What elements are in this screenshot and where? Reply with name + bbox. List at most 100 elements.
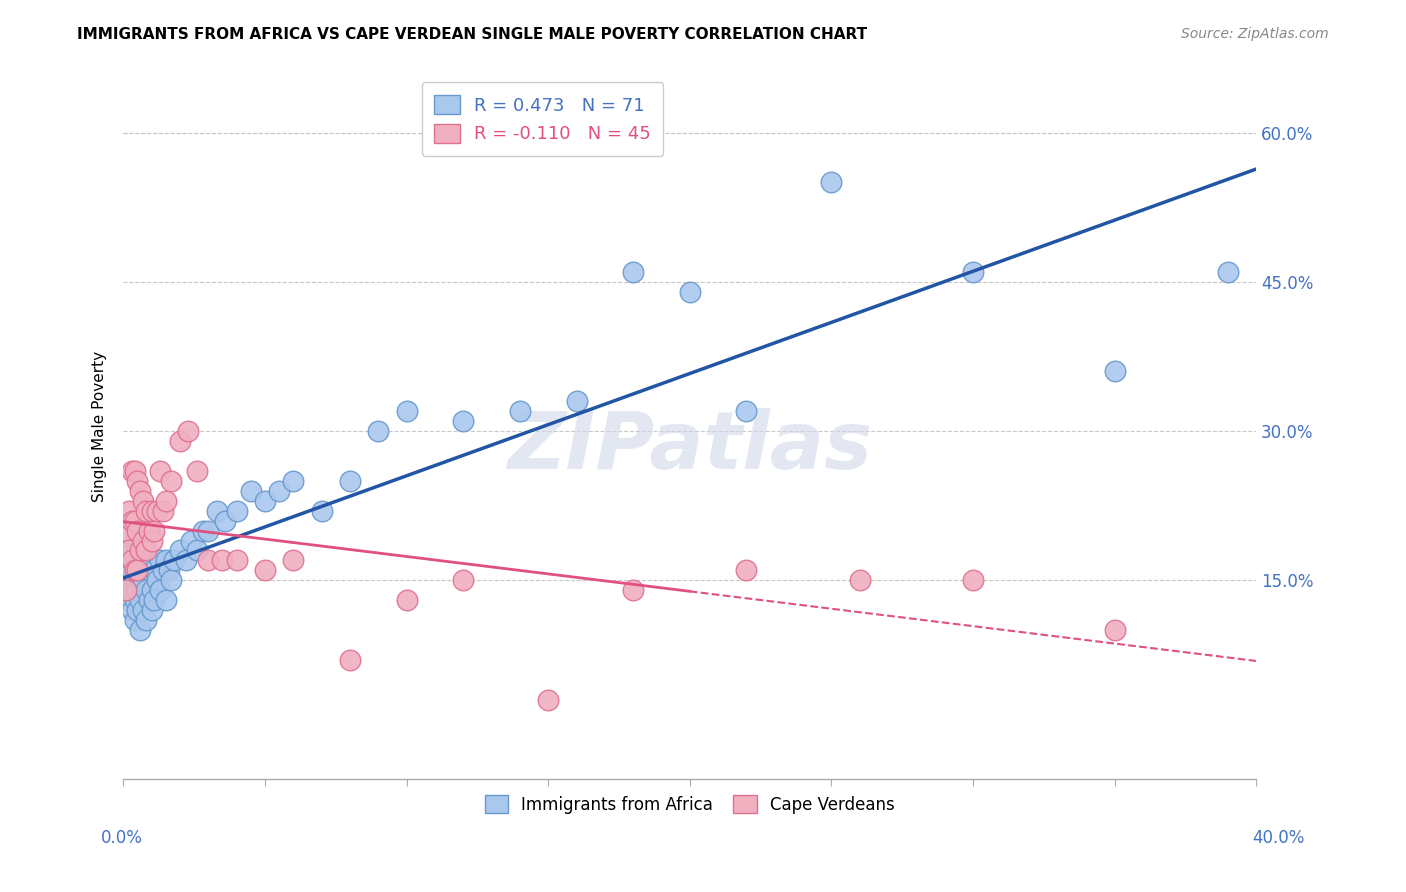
Point <box>129 483 152 498</box>
Point <box>157 563 180 577</box>
Point <box>141 504 163 518</box>
Point <box>135 504 157 518</box>
Point <box>155 593 177 607</box>
Point <box>267 483 290 498</box>
Point <box>135 613 157 627</box>
Point <box>129 593 152 607</box>
Point <box>621 583 644 598</box>
Point <box>115 583 138 598</box>
Point <box>127 583 149 598</box>
Point <box>509 404 531 418</box>
Point <box>132 603 155 617</box>
Point <box>177 424 200 438</box>
Point <box>149 553 172 567</box>
Point <box>124 574 146 588</box>
Point <box>129 543 152 558</box>
Point <box>339 474 361 488</box>
Point <box>283 474 305 488</box>
Point <box>149 464 172 478</box>
Point <box>124 514 146 528</box>
Point <box>239 483 262 498</box>
Point <box>146 574 169 588</box>
Text: IMMIGRANTS FROM AFRICA VS CAPE VERDEAN SINGLE MALE POVERTY CORRELATION CHART: IMMIGRANTS FROM AFRICA VS CAPE VERDEAN S… <box>77 27 868 42</box>
Text: ZIPatlas: ZIPatlas <box>508 409 872 486</box>
Point <box>127 524 149 538</box>
Point <box>121 553 143 567</box>
Point <box>1104 364 1126 378</box>
Point <box>537 692 560 706</box>
Point <box>115 563 138 577</box>
Point <box>395 404 418 418</box>
Point <box>214 514 236 528</box>
Point <box>253 563 276 577</box>
Point <box>127 603 149 617</box>
Point <box>152 563 174 577</box>
Point <box>143 593 166 607</box>
Point <box>160 474 183 488</box>
Point <box>143 563 166 577</box>
Point <box>160 574 183 588</box>
Text: 40.0%: 40.0% <box>1253 829 1305 847</box>
Point <box>253 493 276 508</box>
Point <box>124 553 146 567</box>
Point <box>155 493 177 508</box>
Point <box>138 524 160 538</box>
Text: 0.0%: 0.0% <box>101 829 143 847</box>
Point <box>174 553 197 567</box>
Point <box>225 504 247 518</box>
Point <box>127 563 149 577</box>
Point <box>115 583 138 598</box>
Point <box>121 583 143 598</box>
Point <box>367 424 389 438</box>
Point <box>1216 265 1239 279</box>
Point <box>135 543 157 558</box>
Point <box>186 543 208 558</box>
Point <box>1104 623 1126 637</box>
Point <box>132 493 155 508</box>
Y-axis label: Single Male Poverty: Single Male Poverty <box>93 351 107 501</box>
Point <box>121 543 143 558</box>
Point <box>197 553 219 567</box>
Point <box>132 533 155 548</box>
Point <box>135 553 157 567</box>
Point <box>118 504 141 518</box>
Point <box>820 175 842 189</box>
Point <box>132 574 155 588</box>
Point <box>141 533 163 548</box>
Point <box>129 623 152 637</box>
Point <box>141 603 163 617</box>
Point <box>121 514 143 528</box>
Point <box>124 533 146 548</box>
Point <box>205 504 228 518</box>
Point <box>180 533 202 548</box>
Point <box>141 583 163 598</box>
Point <box>211 553 233 567</box>
Point <box>149 583 172 598</box>
Point <box>146 504 169 518</box>
Point <box>197 524 219 538</box>
Point <box>152 504 174 518</box>
Legend: Immigrants from Africa, Cape Verdeans: Immigrants from Africa, Cape Verdeans <box>478 789 901 821</box>
Point <box>124 464 146 478</box>
Point <box>118 553 141 567</box>
Point <box>143 524 166 538</box>
Point <box>283 553 305 567</box>
Point <box>127 563 149 577</box>
Point <box>962 574 984 588</box>
Point <box>129 574 152 588</box>
Point <box>565 394 588 409</box>
Point <box>129 553 152 567</box>
Point <box>121 563 143 577</box>
Point <box>679 285 702 299</box>
Point <box>141 553 163 567</box>
Point <box>124 613 146 627</box>
Point <box>169 434 191 448</box>
Point <box>127 543 149 558</box>
Point <box>848 574 870 588</box>
Point <box>138 593 160 607</box>
Point <box>191 524 214 538</box>
Point <box>735 404 758 418</box>
Point <box>311 504 333 518</box>
Point <box>118 574 141 588</box>
Point <box>225 553 247 567</box>
